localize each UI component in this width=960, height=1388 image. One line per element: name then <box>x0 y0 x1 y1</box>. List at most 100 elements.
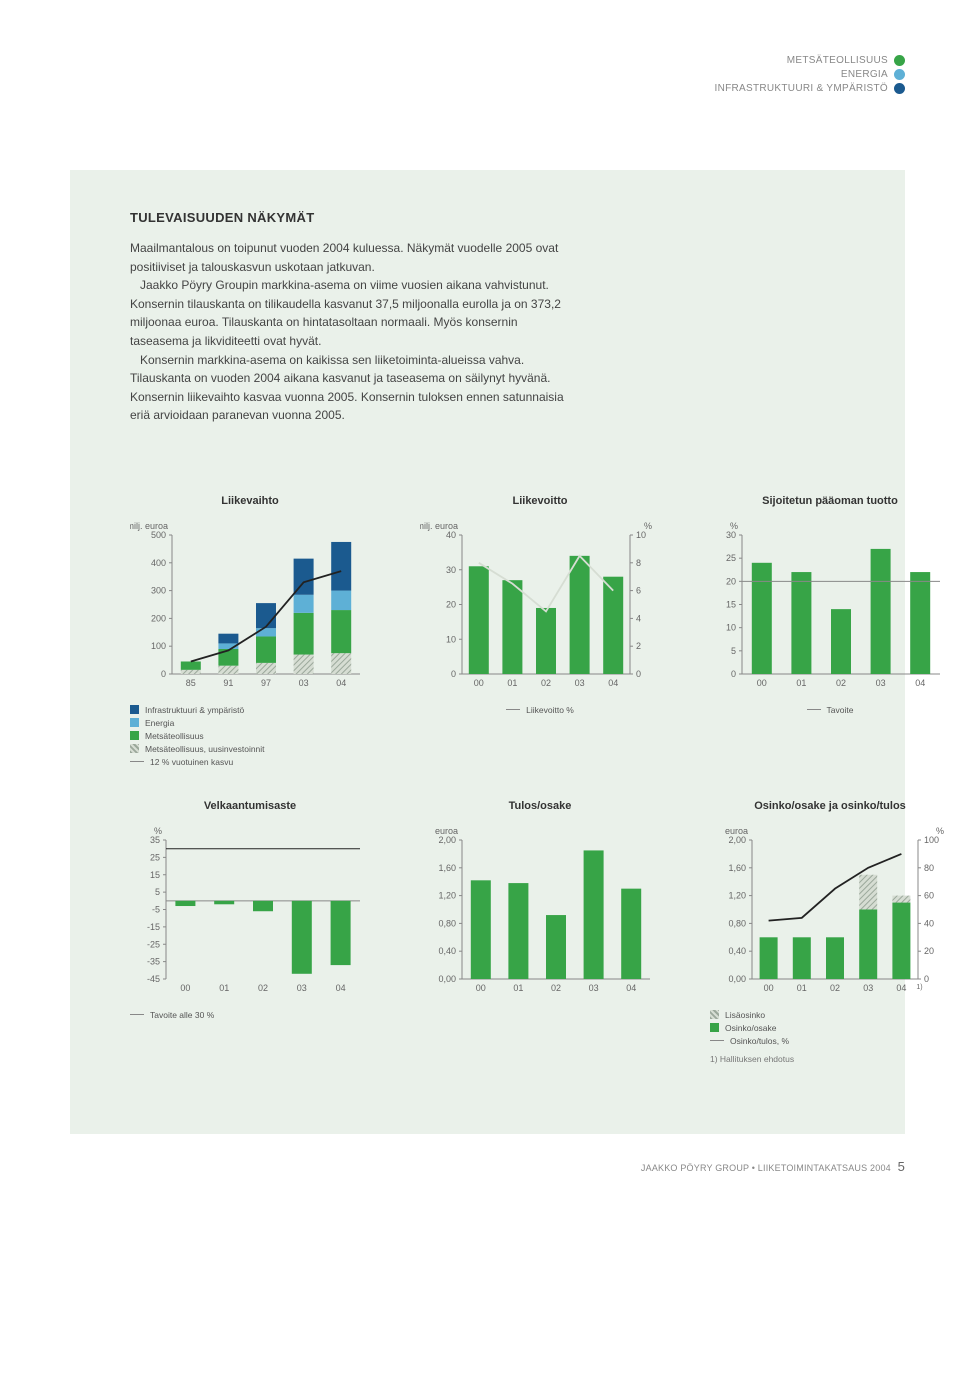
svg-text:300: 300 <box>151 586 166 596</box>
svg-text:04: 04 <box>336 983 346 993</box>
svg-text:100: 100 <box>151 641 166 651</box>
svg-text:01: 01 <box>219 983 229 993</box>
chart-liikevoitto: Liikevoitto milj. euroa%0102030400246810… <box>420 495 660 770</box>
tag-1: METSÄTEOLLISUUS <box>787 55 888 66</box>
svg-text:0,40: 0,40 <box>438 946 456 956</box>
svg-text:8: 8 <box>636 558 641 568</box>
svg-text:0,00: 0,00 <box>438 974 456 984</box>
svg-text:25: 25 <box>150 852 160 862</box>
chart-dividend: Osinko/osake ja osinko/tulos euroa%0,000… <box>710 800 950 1064</box>
svg-text:02: 02 <box>258 983 268 993</box>
tag-2: ENERGIA <box>841 69 888 80</box>
svg-text:01: 01 <box>796 678 806 688</box>
svg-text:0,80: 0,80 <box>438 918 456 928</box>
svg-text:100: 100 <box>924 835 939 845</box>
chart5-svg: euroa0,000,400,801,201,602,000001020304 <box>420 822 660 997</box>
svg-text:-25: -25 <box>147 939 160 949</box>
chart-roi: Sijoitetun pääoman tuotto %0510152025300… <box>710 495 950 770</box>
svg-text:02: 02 <box>551 983 561 993</box>
svg-text:1,60: 1,60 <box>438 863 456 873</box>
chart6-title: Osinko/osake ja osinko/tulos <box>710 800 950 812</box>
svg-text:1,60: 1,60 <box>728 863 746 873</box>
header-tags: METSÄTEOLLISUUS ENERGIA INFRASTRUKTUURI … <box>715 55 906 97</box>
svg-text:500: 500 <box>151 530 166 540</box>
svg-text:10: 10 <box>446 634 456 644</box>
svg-text:400: 400 <box>151 558 166 568</box>
chart4-svg: %-45-35-25-15-551525350001020304 <box>130 822 370 997</box>
charts-grid: Liikevaihto milj. euroa01002003004005008… <box>130 495 845 1064</box>
svg-text:5: 5 <box>731 646 736 656</box>
svg-text:03: 03 <box>863 983 873 993</box>
svg-text:00: 00 <box>474 678 484 688</box>
chart-eps: Tulos/osake euroa0,000,400,801,201,602,0… <box>420 800 660 1064</box>
chart2-svg: milj. euroa%01020304002468100001020304 <box>420 517 660 692</box>
svg-text:04: 04 <box>896 983 906 993</box>
svg-text:4: 4 <box>636 613 641 623</box>
svg-text:1,20: 1,20 <box>728 891 746 901</box>
svg-text:01: 01 <box>513 983 523 993</box>
svg-text:03: 03 <box>575 678 585 688</box>
svg-text:40: 40 <box>924 918 934 928</box>
chart5-title: Tulos/osake <box>420 800 660 812</box>
svg-text:20: 20 <box>726 576 736 586</box>
svg-text:1,20: 1,20 <box>438 891 456 901</box>
svg-text:80: 80 <box>924 863 934 873</box>
svg-text:2,00: 2,00 <box>728 835 746 845</box>
svg-text:0,80: 0,80 <box>728 918 746 928</box>
svg-text:15: 15 <box>150 870 160 880</box>
footer-text: JAAKKO PÖYRY GROUP • LIIKETOIMINTAKATSAU… <box>641 1163 891 1173</box>
svg-text:40: 40 <box>446 530 456 540</box>
svg-text:03: 03 <box>297 983 307 993</box>
svg-text:03: 03 <box>589 983 599 993</box>
svg-text:2,00: 2,00 <box>438 835 456 845</box>
svg-text:-15: -15 <box>147 922 160 932</box>
svg-text:25: 25 <box>726 553 736 563</box>
chart2-title: Liikevoitto <box>420 495 660 507</box>
svg-text:97: 97 <box>261 678 271 688</box>
svg-text:10: 10 <box>726 623 736 633</box>
svg-text:-45: -45 <box>147 974 160 984</box>
dot-green <box>894 55 905 66</box>
svg-text:20: 20 <box>924 946 934 956</box>
svg-text:60: 60 <box>924 891 934 901</box>
svg-text:15: 15 <box>726 599 736 609</box>
chart2-legend: Liikevoitto % <box>420 705 660 715</box>
svg-text:02: 02 <box>830 983 840 993</box>
chart6-legend: LisäosinkoOsinko/osakeOsinko/tulos, % <box>710 1010 950 1046</box>
svg-text:04: 04 <box>915 678 925 688</box>
section-title: TULEVAISUUDEN NÄKYMÄT <box>130 210 845 225</box>
chart3-title: Sijoitetun pääoman tuotto <box>710 495 950 507</box>
svg-text:01: 01 <box>797 983 807 993</box>
paragraph-3: Konsernin markkina-asema on kaikissa sen… <box>130 351 570 425</box>
svg-text:2: 2 <box>636 641 641 651</box>
svg-text:20: 20 <box>446 599 456 609</box>
svg-text:0: 0 <box>924 974 929 984</box>
chart-liikevaihto: Liikevaihto milj. euroa01002003004005008… <box>130 495 370 770</box>
svg-text:03: 03 <box>876 678 886 688</box>
svg-text:04: 04 <box>608 678 618 688</box>
dot-lblue <box>894 69 905 80</box>
svg-text:6: 6 <box>636 586 641 596</box>
svg-text:91: 91 <box>223 678 233 688</box>
chart1-legend: Infrastruktuuri & ympäristöEnergiaMetsät… <box>130 705 370 767</box>
page-footer: JAAKKO PÖYRY GROUP • LIIKETOIMINTAKATSAU… <box>70 1159 905 1174</box>
svg-text:0: 0 <box>161 669 166 679</box>
svg-text:30: 30 <box>446 565 456 575</box>
chart3-legend: Tavoite <box>710 705 950 715</box>
svg-text:35: 35 <box>150 835 160 845</box>
dot-dblue <box>894 83 905 94</box>
chart4-title: Velkaantumisaste <box>130 800 370 812</box>
footer-page: 5 <box>898 1159 905 1174</box>
svg-text:0,40: 0,40 <box>728 946 746 956</box>
svg-text:04: 04 <box>626 983 636 993</box>
svg-text:30: 30 <box>726 530 736 540</box>
svg-text:03: 03 <box>299 678 309 688</box>
svg-text:-5: -5 <box>152 904 160 914</box>
chart6-svg: euroa%0,000,400,801,201,602,000204060801… <box>710 822 950 997</box>
svg-text:10: 10 <box>636 530 646 540</box>
chart6-footnote: 1) Hallituksen ehdotus <box>710 1054 950 1064</box>
svg-text:02: 02 <box>541 678 551 688</box>
svg-text:00: 00 <box>180 983 190 993</box>
paragraph-2: Jaakko Pöyry Groupin markkina-asema on v… <box>130 276 570 350</box>
chart-gearing: Velkaantumisaste %-45-35-25-15-551525350… <box>130 800 370 1064</box>
